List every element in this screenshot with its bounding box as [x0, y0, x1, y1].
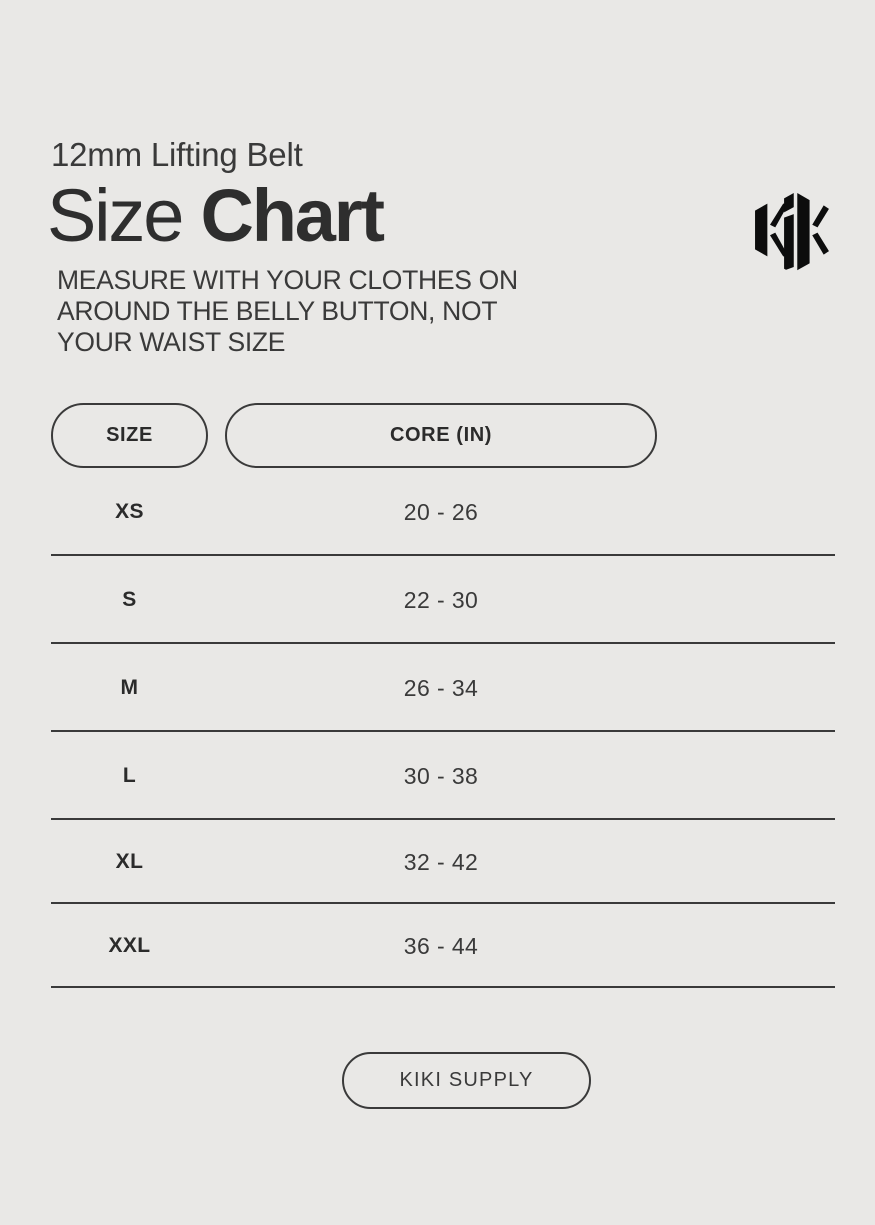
cell-core: 36 - 44: [403, 932, 479, 959]
page-title: Size Chart: [47, 178, 835, 253]
size-table-body: XS 20 - 26 S 22 - 30 M 26 - 34 L 30 - 38…: [51, 468, 835, 988]
cell-size: L: [122, 764, 137, 787]
table-header: SIZE CORE (IN): [51, 403, 835, 468]
header: 12mm Lifting Belt Size Chart MEASURE WIT…: [47, 136, 835, 359]
cell-size: XXL: [108, 934, 151, 957]
product-name: 12mm Lifting Belt: [51, 136, 303, 173]
cell-size: XS: [115, 500, 144, 523]
page-title-light: Size: [47, 173, 184, 257]
kiki-logo-icon: [748, 186, 836, 274]
instructions-line-3: YOUR WAIST SIZE: [57, 327, 286, 358]
row-divider: [51, 553, 835, 556]
row-divider: [51, 817, 835, 820]
row-divider: [51, 729, 835, 732]
cell-core: 26 - 34: [403, 674, 479, 701]
cell-size: S: [122, 588, 137, 611]
table-row: M 26 - 34: [51, 644, 835, 732]
cell-core: 30 - 38: [403, 762, 479, 789]
brand-footer-pill: KIKI SUPPLY: [342, 1052, 591, 1109]
table-row: XXL 36 - 44: [51, 904, 835, 988]
cell-size: M: [120, 676, 139, 699]
table-row: XS 20 - 26: [51, 468, 835, 556]
cell-core: 22 - 30: [403, 586, 479, 613]
row-divider: [51, 901, 835, 904]
table-row: S 22 - 30: [51, 556, 835, 644]
column-header-size: SIZE: [51, 403, 208, 468]
column-header-core: CORE (IN): [225, 403, 657, 468]
instructions-line-1: MEASURE WITH YOUR CLOTHES ON: [57, 264, 518, 295]
row-divider: [51, 641, 835, 644]
page-title-bold: Chart: [200, 173, 385, 257]
cell-core: 32 - 42: [403, 848, 479, 875]
instructions-line-2: AROUND THE BELLY BUTTON, NOT: [57, 295, 498, 326]
measurement-instructions: MEASURE WITH YOUR CLOTHES ON AROUND THE …: [57, 265, 577, 359]
cell-size: XL: [115, 850, 144, 873]
table-row: XL 32 - 42: [51, 820, 835, 904]
table-row: L 30 - 38: [51, 732, 835, 820]
row-divider: [51, 985, 835, 988]
cell-core: 20 - 26: [403, 498, 479, 525]
